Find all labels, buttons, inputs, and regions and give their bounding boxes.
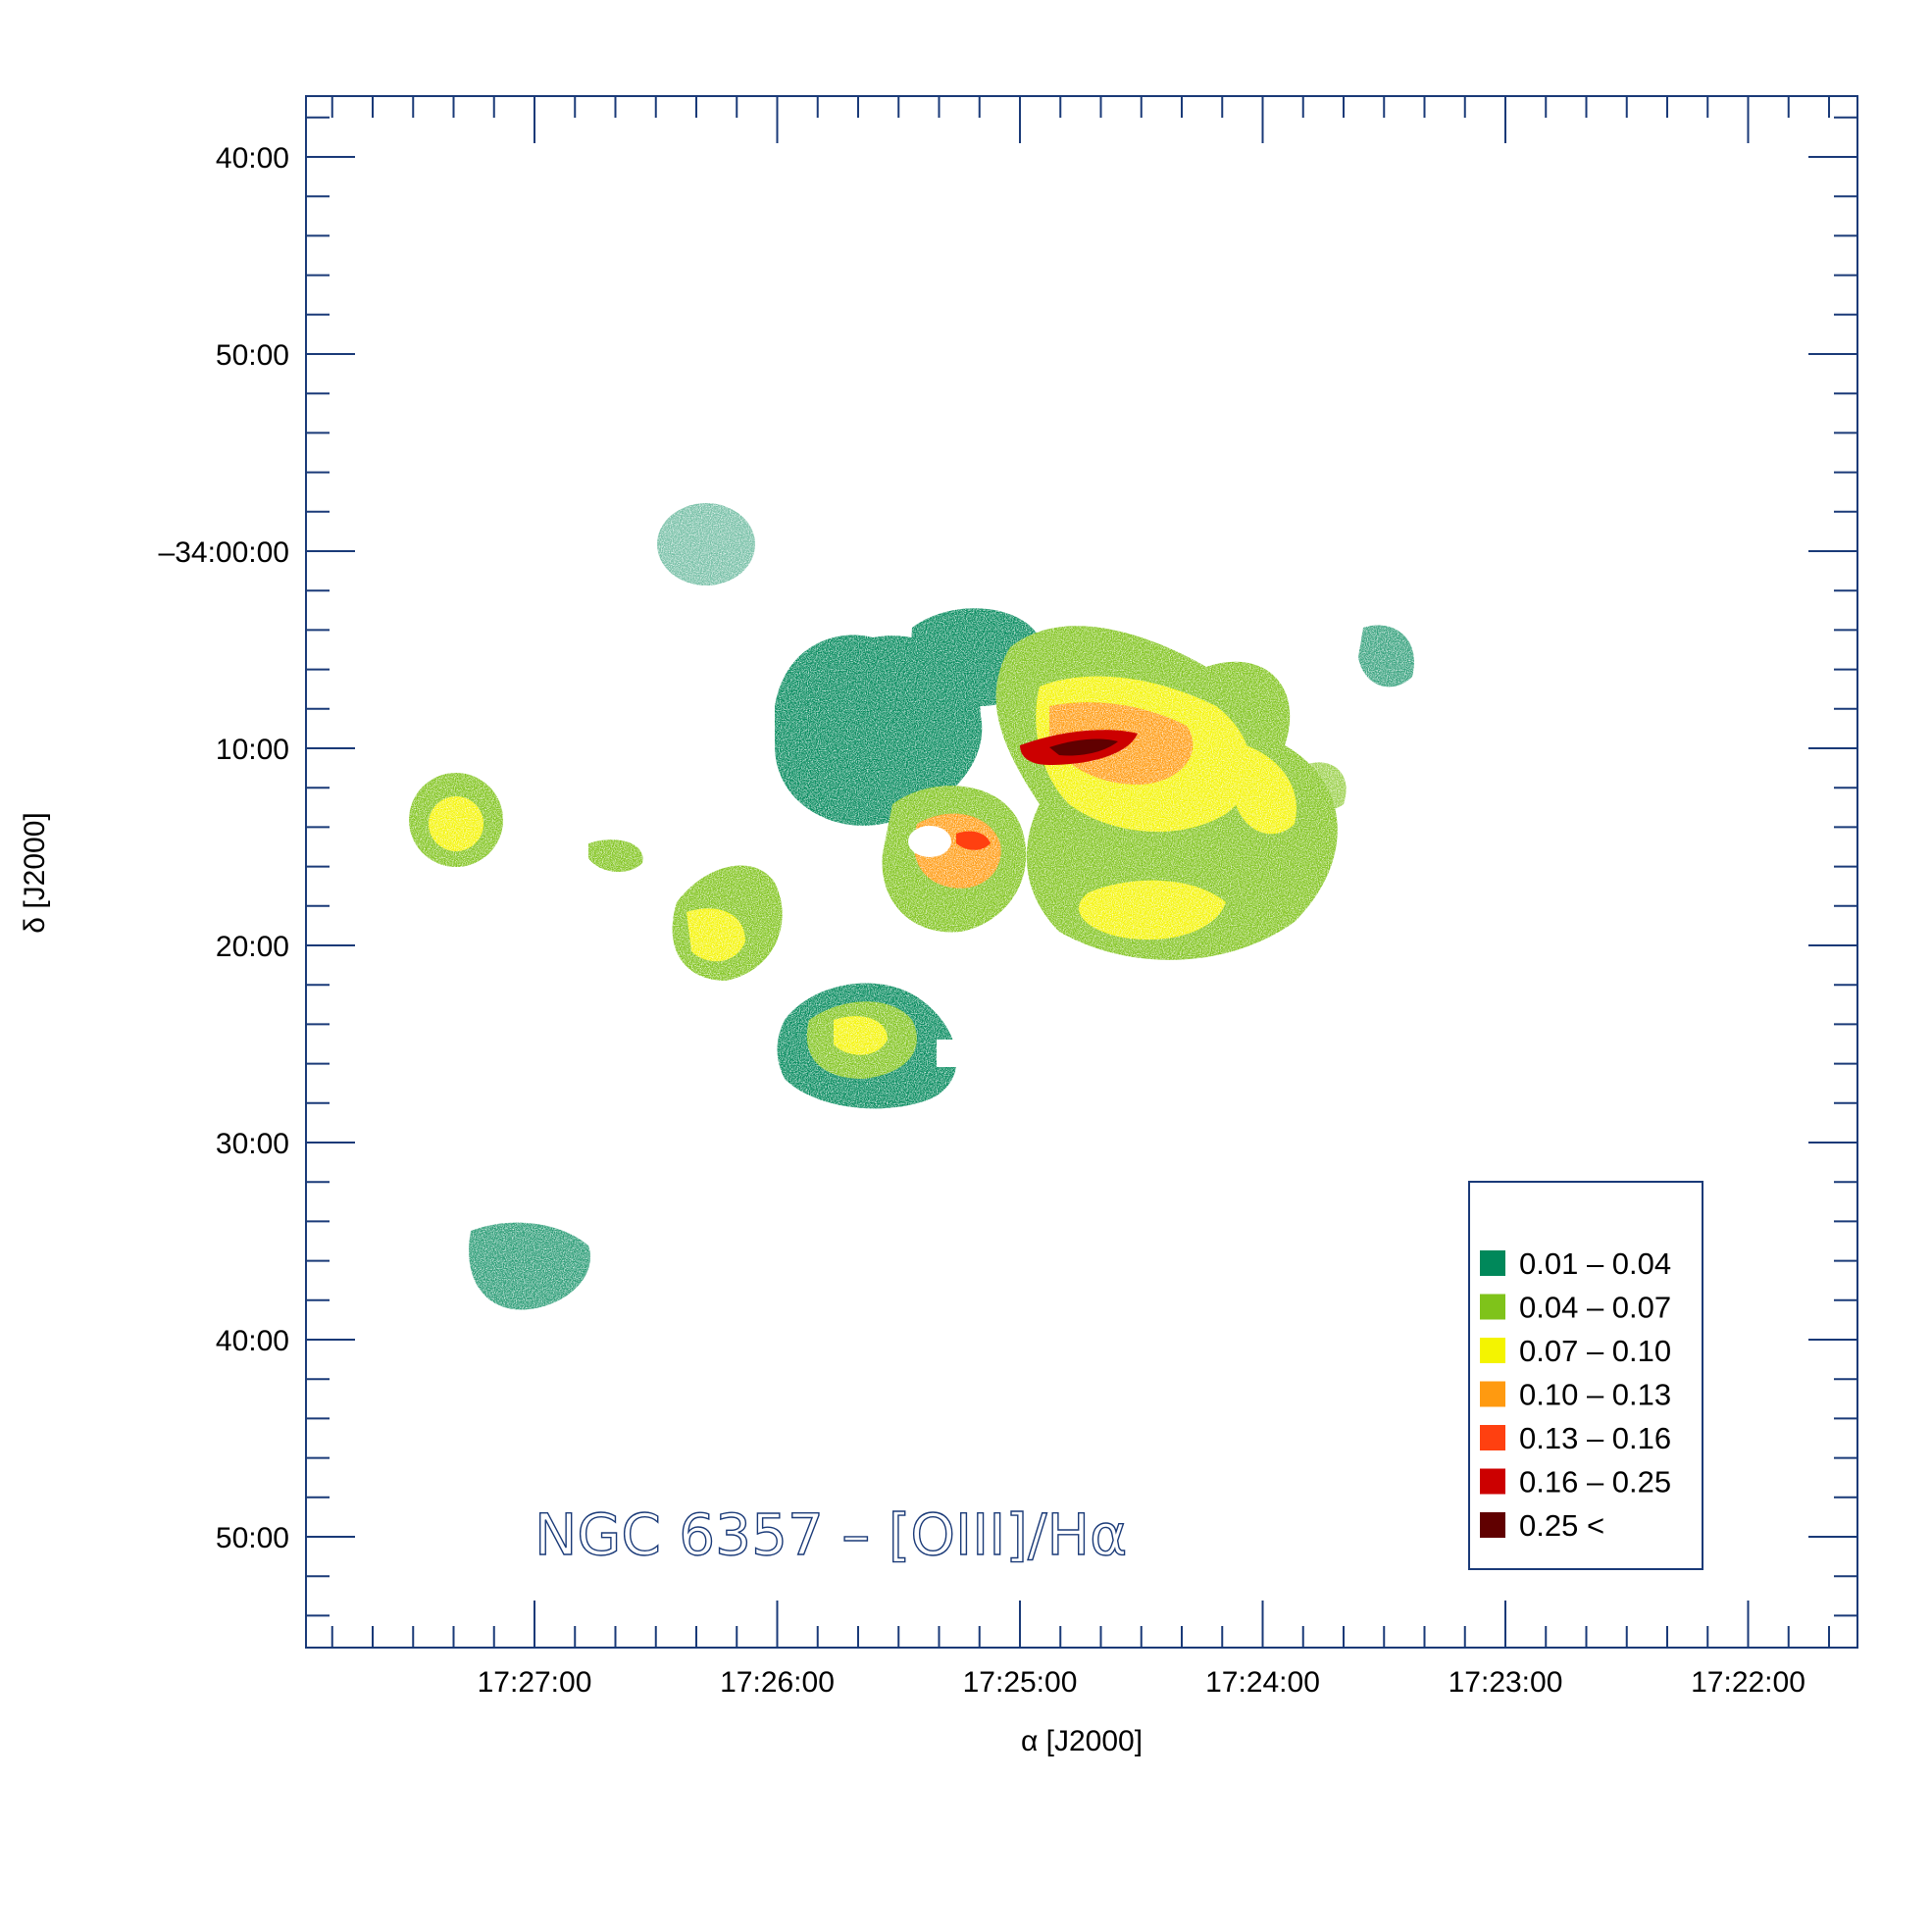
legend-label: 0.16 – 0.25 — [1519, 1465, 1671, 1500]
legend-label: 0.13 – 0.16 — [1519, 1421, 1671, 1455]
y-tick-label: 10:00 — [216, 734, 289, 766]
y-tick-label: 30:00 — [216, 1128, 289, 1160]
legend-swatch — [1480, 1338, 1505, 1363]
y-axis-label: δ [J2000] — [19, 812, 51, 933]
legend-swatch — [1480, 1468, 1505, 1495]
tick-labels: 17:27:00 17:26:00 17:25:00 17:24:00 17:23:00… — [159, 142, 1805, 1699]
y-tick-label: 50:00 — [216, 339, 289, 372]
y-tick-label: 40:00 — [216, 142, 289, 175]
legend-swatch — [1480, 1294, 1505, 1320]
x-tick-label: 17:25:00 — [963, 1666, 1078, 1699]
x-tick-label: 17:24:00 — [1205, 1666, 1320, 1699]
legend-label: 0.01 – 0.04 — [1519, 1246, 1671, 1281]
legend-swatch — [1480, 1512, 1505, 1538]
nebula-image — [409, 503, 1414, 1310]
color-legend: 0.01 – 0.04 0.04 – 0.07 0.07 – 0.10 0.10 – … — [1480, 1246, 1671, 1543]
legend-frame — [1468, 1181, 1703, 1570]
x-tick-label: 17:22:00 — [1691, 1666, 1805, 1699]
y-tick-label: 20:00 — [216, 931, 289, 963]
axis-ticks — [306, 96, 1857, 1648]
legend-label: 0.04 – 0.07 — [1519, 1291, 1671, 1325]
x-tick-label: 17:27:00 — [478, 1666, 592, 1699]
legend-swatch — [1480, 1381, 1505, 1407]
panel-title: NGC 6357 – [OIII]/Hα — [534, 1501, 1127, 1568]
legend-swatch — [1480, 1250, 1505, 1276]
y-tick-label: 40:00 — [216, 1325, 289, 1357]
x-tick-label: 17:26:00 — [720, 1666, 835, 1699]
y-tick-label: –34:00:00 — [159, 536, 289, 569]
plot-frame — [305, 95, 1858, 1649]
legend-label: 0.25 < — [1519, 1508, 1604, 1543]
y-tick-label: 50:00 — [216, 1522, 289, 1554]
x-tick-label: 17:23:00 — [1449, 1666, 1563, 1699]
x-axis-label: α [J2000] — [1021, 1725, 1143, 1757]
legend-swatch — [1480, 1425, 1505, 1450]
legend-label: 0.10 – 0.13 — [1519, 1378, 1671, 1412]
legend-label: 0.07 – 0.10 — [1519, 1334, 1671, 1368]
